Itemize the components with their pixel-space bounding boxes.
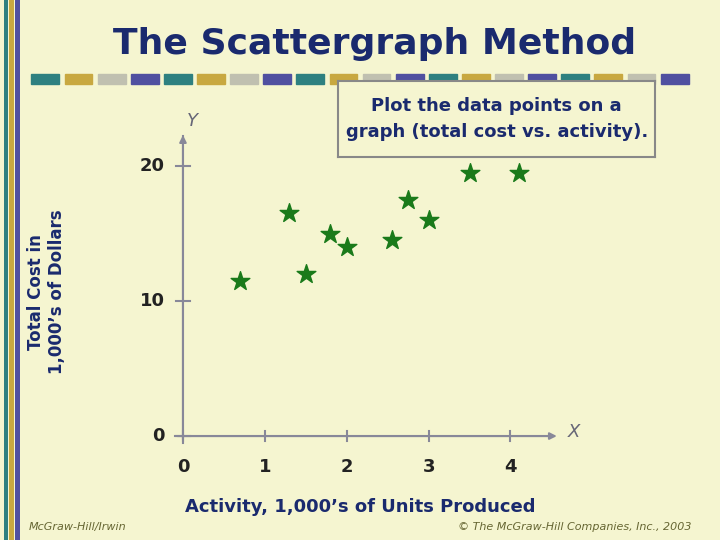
Point [386, 236, 397, 245]
Text: 0: 0 [153, 427, 165, 445]
Text: 10: 10 [140, 292, 165, 310]
Bar [264, 74, 291, 84]
Text: 3: 3 [423, 458, 435, 476]
Bar [98, 74, 125, 84]
Point [341, 243, 353, 252]
Text: 20: 20 [140, 157, 165, 175]
Bar [495, 74, 523, 84]
Text: X: X [568, 423, 580, 441]
Bar [528, 74, 556, 84]
Bar [197, 74, 225, 84]
Text: Plot the data points on a
graph (total cost vs. activity).: Plot the data points on a graph (total c… [346, 97, 648, 141]
Bar [396, 74, 423, 84]
Bar [562, 74, 589, 84]
Bar [330, 74, 357, 84]
Bar [230, 74, 258, 84]
Point [284, 209, 295, 218]
Point [423, 215, 434, 225]
Point [464, 168, 475, 177]
Bar [628, 74, 655, 84]
Bar [363, 74, 390, 84]
Bar [32, 74, 59, 84]
Bar [297, 74, 324, 84]
Bar [462, 74, 490, 84]
Text: Activity, 1,000’s of Units Produced: Activity, 1,000’s of Units Produced [185, 498, 535, 516]
Bar [661, 74, 688, 84]
Text: 1: 1 [258, 458, 271, 476]
Bar [65, 74, 92, 84]
Text: 2: 2 [341, 458, 353, 476]
Point [513, 168, 524, 177]
Point [235, 276, 246, 285]
Bar [164, 74, 192, 84]
Point [402, 195, 414, 204]
Point [325, 229, 336, 238]
Text: 4: 4 [504, 458, 517, 476]
Bar [595, 74, 622, 84]
Text: 0: 0 [176, 458, 189, 476]
Bar [429, 74, 456, 84]
Text: © The McGraw-Hill Companies, Inc., 2003: © The McGraw-Hill Companies, Inc., 2003 [458, 522, 691, 532]
Text: McGraw-Hill/Irwin: McGraw-Hill/Irwin [29, 522, 127, 532]
Text: Total Cost in
1,000’s of Dollars: Total Cost in 1,000’s of Dollars [27, 210, 66, 374]
Point [300, 270, 312, 279]
Text: The Scattergraph Method: The Scattergraph Method [113, 27, 636, 61]
Text: Y: Y [187, 112, 198, 130]
Bar [131, 74, 158, 84]
